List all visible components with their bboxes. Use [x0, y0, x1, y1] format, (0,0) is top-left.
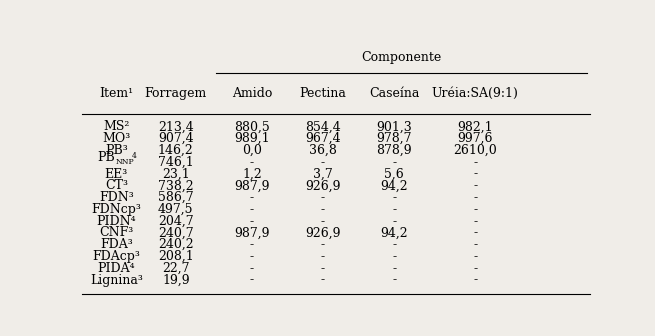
Text: 982,1: 982,1	[457, 121, 493, 133]
Text: -: -	[250, 215, 254, 228]
Text: -: -	[321, 203, 325, 216]
Text: 878,9: 878,9	[376, 144, 412, 157]
Text: -: -	[321, 238, 325, 251]
Text: -: -	[250, 250, 254, 263]
Text: 989,1: 989,1	[234, 132, 270, 145]
Text: 4: 4	[132, 152, 137, 160]
Text: CNF³: CNF³	[100, 226, 134, 240]
Text: -: -	[321, 215, 325, 228]
Text: -: -	[473, 215, 477, 228]
Text: -: -	[392, 250, 396, 263]
Text: -: -	[392, 274, 396, 287]
Text: 213,4: 213,4	[158, 121, 194, 133]
Text: MO³: MO³	[102, 132, 130, 145]
Text: PIDA⁴: PIDA⁴	[98, 262, 135, 275]
Text: -: -	[250, 191, 254, 204]
Text: 967,4: 967,4	[305, 132, 341, 145]
Text: -: -	[250, 238, 254, 251]
Text: Componente: Componente	[362, 51, 442, 64]
Text: PIDN⁴: PIDN⁴	[96, 215, 136, 228]
Text: -: -	[250, 262, 254, 275]
Text: PB³: PB³	[105, 144, 128, 157]
Text: EE³: EE³	[105, 168, 128, 180]
Text: -: -	[473, 203, 477, 216]
Text: MS²: MS²	[103, 121, 130, 133]
Text: 987,9: 987,9	[234, 179, 270, 192]
Text: 2610,0: 2610,0	[453, 144, 497, 157]
Text: 746,1: 746,1	[158, 156, 194, 169]
Text: 94,2: 94,2	[381, 226, 408, 240]
Text: PB: PB	[98, 151, 115, 164]
Text: -: -	[473, 226, 477, 240]
Text: -: -	[321, 250, 325, 263]
Text: CT³: CT³	[105, 179, 128, 192]
Text: 5,6: 5,6	[384, 168, 404, 180]
Text: 204,7: 204,7	[158, 215, 194, 228]
Text: 1,2: 1,2	[242, 168, 262, 180]
Text: 146,2: 146,2	[158, 144, 194, 157]
Text: -: -	[392, 238, 396, 251]
Text: 738,2: 738,2	[158, 179, 194, 192]
Text: -: -	[473, 238, 477, 251]
Text: 978,7: 978,7	[377, 132, 412, 145]
Text: Item¹: Item¹	[100, 87, 134, 100]
Text: -: -	[473, 262, 477, 275]
Text: -: -	[473, 179, 477, 192]
Text: -: -	[321, 191, 325, 204]
Text: FDA³: FDA³	[100, 238, 133, 251]
Text: -: -	[473, 156, 477, 169]
Text: Pectina: Pectina	[299, 87, 346, 100]
Text: 901,3: 901,3	[376, 121, 412, 133]
Text: -: -	[250, 156, 254, 169]
Text: -: -	[473, 168, 477, 180]
Text: NNP: NNP	[116, 158, 134, 166]
Text: -: -	[250, 274, 254, 287]
Text: Uréia:SA(9:1): Uréia:SA(9:1)	[432, 87, 519, 100]
Text: 19,9: 19,9	[162, 274, 189, 287]
Text: 94,2: 94,2	[381, 179, 408, 192]
Text: -: -	[392, 215, 396, 228]
Text: 208,1: 208,1	[158, 250, 194, 263]
Text: 36,8: 36,8	[309, 144, 337, 157]
Text: 3,7: 3,7	[313, 168, 333, 180]
Text: FDNcp³: FDNcp³	[92, 203, 141, 216]
Text: 926,9: 926,9	[305, 179, 341, 192]
Text: 880,5: 880,5	[234, 121, 270, 133]
Text: 240,2: 240,2	[158, 238, 194, 251]
Text: Amido: Amido	[232, 87, 272, 100]
Text: FDN³: FDN³	[99, 191, 134, 204]
Text: 586,7: 586,7	[158, 191, 194, 204]
Text: Forragem: Forragem	[145, 87, 207, 100]
Text: 854,4: 854,4	[305, 121, 341, 133]
Text: 997,6: 997,6	[458, 132, 493, 145]
Text: -: -	[473, 191, 477, 204]
Text: 240,7: 240,7	[158, 226, 194, 240]
Text: -: -	[321, 156, 325, 169]
Text: 987,9: 987,9	[234, 226, 270, 240]
Text: 22,7: 22,7	[162, 262, 189, 275]
Text: 926,9: 926,9	[305, 226, 341, 240]
Text: -: -	[250, 203, 254, 216]
Text: 0,0: 0,0	[242, 144, 262, 157]
Text: 497,5: 497,5	[158, 203, 193, 216]
Text: -: -	[321, 274, 325, 287]
Text: -: -	[392, 203, 396, 216]
Text: Lignina³: Lignina³	[90, 274, 143, 287]
Text: 23,1: 23,1	[162, 168, 190, 180]
Text: -: -	[473, 250, 477, 263]
Text: Caseína: Caseína	[369, 87, 419, 100]
Text: -: -	[473, 274, 477, 287]
Text: -: -	[392, 191, 396, 204]
Text: -: -	[392, 156, 396, 169]
Text: 907,4: 907,4	[158, 132, 194, 145]
Text: FDAcp³: FDAcp³	[92, 250, 140, 263]
Text: -: -	[321, 262, 325, 275]
Text: -: -	[392, 262, 396, 275]
